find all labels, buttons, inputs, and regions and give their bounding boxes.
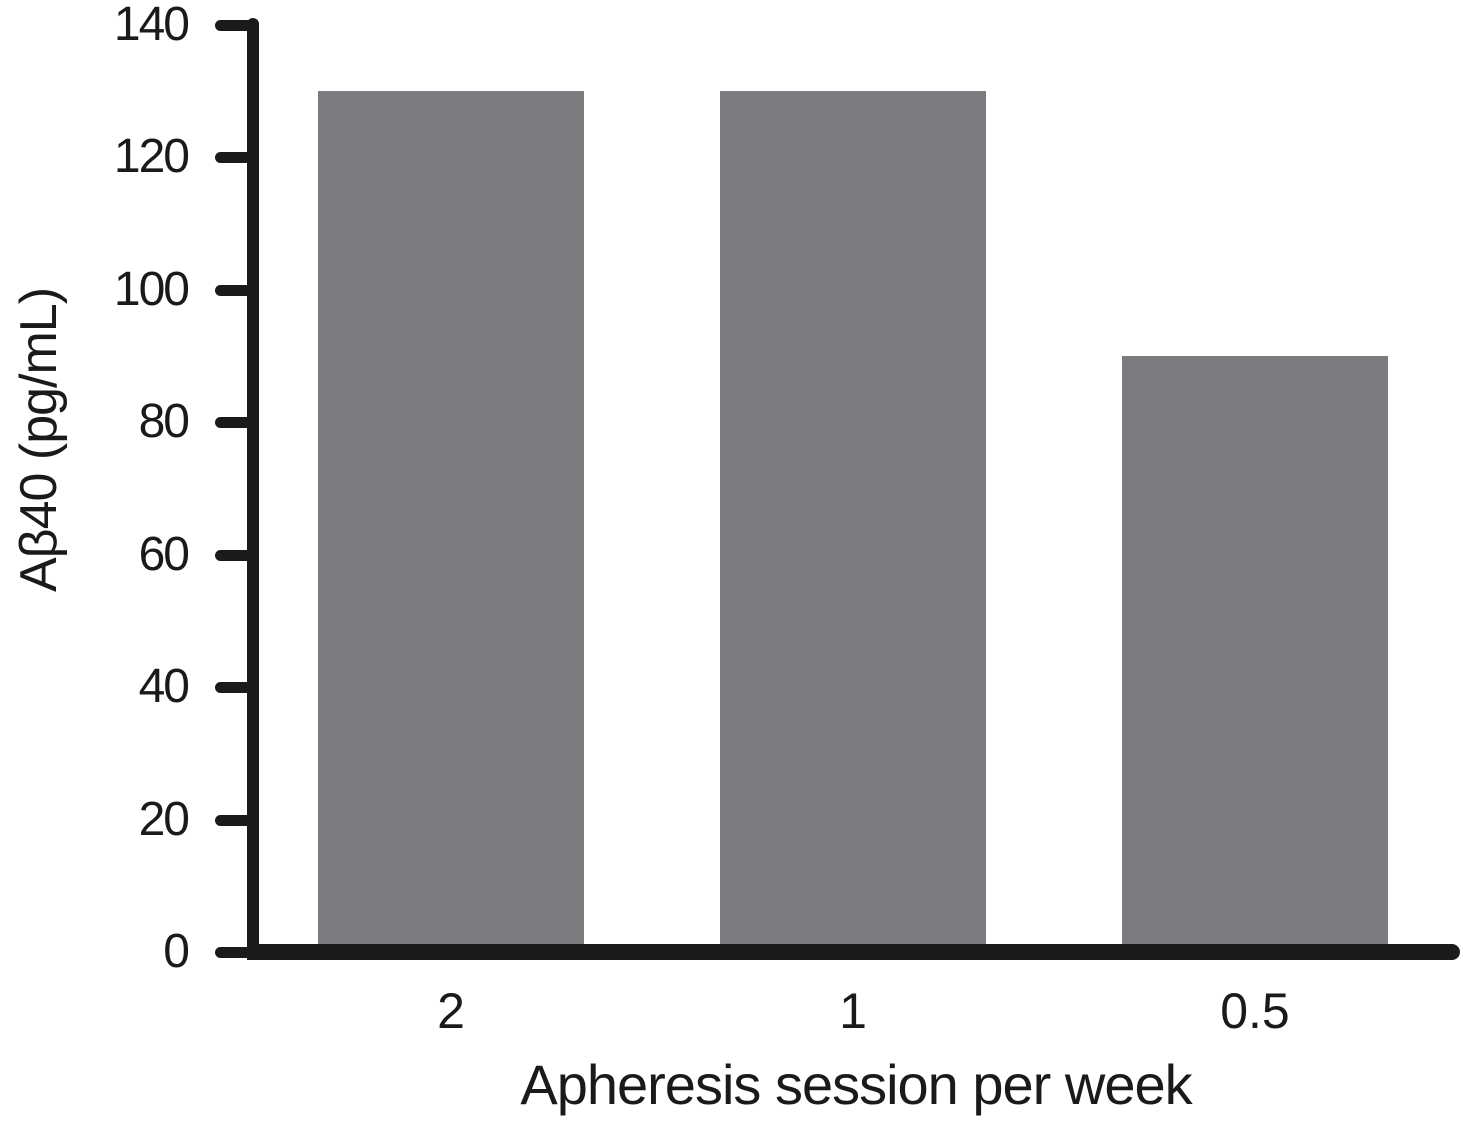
y-axis-line (247, 18, 259, 960)
y-tick-label: 120 (113, 130, 190, 184)
y-tick-label: 40 (138, 660, 190, 714)
y-tick-mark (215, 20, 255, 31)
y-tick-label: 0 (163, 925, 190, 978)
y-tick-mark (215, 947, 255, 958)
y-tick-mark (215, 417, 255, 429)
y-tick-label: 100 (113, 262, 190, 316)
x-axis-line (247, 944, 1460, 960)
y-tick-mark (215, 549, 255, 561)
y-tick-mark (215, 152, 255, 164)
x-tick-label: 1 (839, 983, 867, 1039)
y-tick-label: 20 (138, 792, 190, 846)
bar (1122, 356, 1388, 948)
x-axis-title: Apheresis session per week (520, 1053, 1192, 1116)
x-tick-label: 0.5 (1220, 983, 1290, 1039)
bar (720, 91, 986, 948)
y-tick-label: 80 (138, 395, 190, 449)
y-tick-mark (215, 682, 255, 694)
bar (318, 91, 584, 948)
y-tick-label: 60 (138, 527, 190, 581)
y-tick-label: 140 (113, 0, 190, 51)
y-tick-mark (215, 284, 255, 296)
y-tick-mark (215, 814, 255, 826)
x-tick-label: 2 (437, 983, 465, 1039)
